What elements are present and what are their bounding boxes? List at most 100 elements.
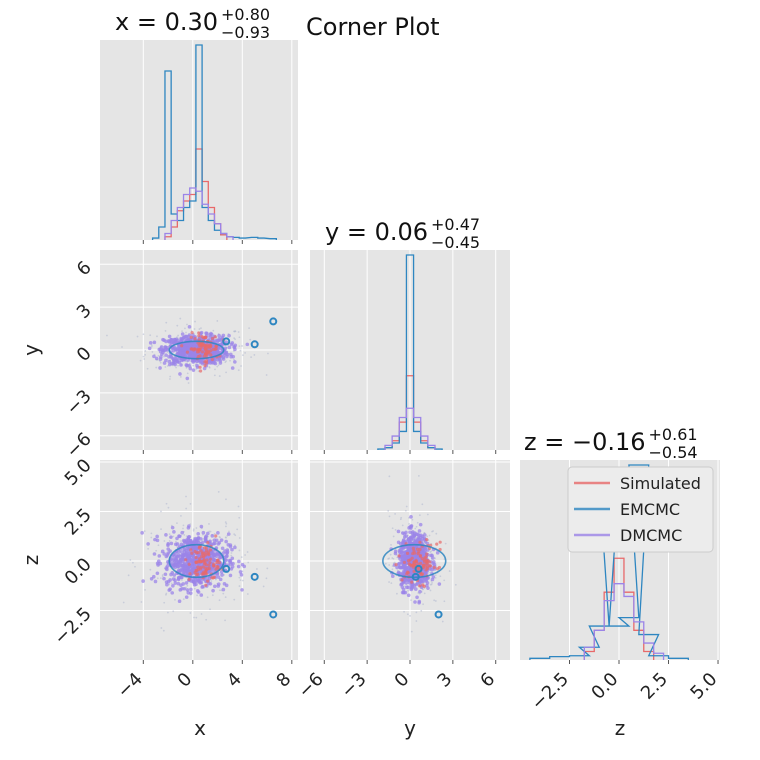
scatter-point-dmcmc [166, 579, 171, 584]
scatter-point-dmcmc [417, 600, 421, 605]
scatter-point-simulated [204, 583, 208, 587]
scatter-point [237, 331, 240, 333]
scatter-point-dmcmc [228, 558, 233, 563]
scatter-point-simulated [196, 565, 200, 569]
scatter-point-dmcmc [167, 334, 172, 339]
scatter-point-dmcmc [233, 360, 237, 364]
scatter-point-dmcmc [164, 358, 168, 363]
scatter-point-dmcmc [399, 582, 403, 587]
scatter-point-simulated [207, 563, 211, 567]
scatter-point-dmcmc [215, 338, 219, 343]
tick-label-z: 0.0 [587, 669, 622, 704]
scatter-point-dmcmc [418, 522, 423, 527]
scatter-point-dmcmc [183, 569, 188, 573]
scatter-point-simulated [210, 357, 214, 362]
scatter-point [194, 320, 196, 323]
scatter-point [196, 594, 198, 597]
scatter-point [146, 367, 149, 370]
scatter-point [265, 577, 268, 580]
scatter-point [192, 364, 195, 367]
scatter-point-simulated [190, 347, 194, 351]
scatter-point-dmcmc [409, 515, 413, 519]
scatter-point-dmcmc [390, 574, 395, 578]
scatter-point-dmcmc [158, 357, 163, 361]
scatter-point [210, 580, 213, 582]
scatter-point-dmcmc [202, 366, 207, 371]
scatter-point [198, 328, 201, 330]
scatter-point-simulated [197, 559, 201, 563]
scatter-point-dmcmc [211, 541, 216, 546]
scatter-point-simulated [438, 540, 442, 544]
scatter-point-simulated [211, 347, 215, 352]
scatter-point-dmcmc [406, 536, 411, 541]
tick-label-z: 5.0 [61, 455, 96, 490]
scatter-point [387, 509, 390, 512]
scatter-point-dmcmc [163, 345, 168, 349]
scatter-point-simulated [206, 541, 210, 545]
scatter-point-dmcmc [220, 573, 224, 577]
tick-label-z: 2.5 [637, 669, 672, 704]
scatter-point [166, 351, 169, 354]
scatter-point [423, 592, 426, 595]
scatter-point-dmcmc [176, 553, 181, 557]
scatter-point-simulated [199, 565, 203, 570]
legend-label-dmcmc: DMCMC [620, 526, 682, 545]
scatter-point-dmcmc [164, 554, 169, 559]
scatter-point-dmcmc [174, 558, 178, 563]
scatter-point-dmcmc [171, 583, 175, 588]
scatter-point [167, 506, 170, 509]
scatter-point [159, 361, 162, 364]
scatter-point [237, 369, 240, 372]
scatter-point-dmcmc [207, 569, 211, 573]
scatter-point [406, 613, 409, 616]
scatter-point-dmcmc [220, 546, 225, 551]
scatter-point [217, 490, 220, 493]
scatter-point-simulated [208, 557, 213, 561]
scatter-point [429, 551, 432, 554]
scatter-point-dmcmc [187, 534, 192, 539]
scatter-point-dmcmc [190, 567, 195, 572]
scatter-point [164, 366, 167, 368]
scatter-point [403, 610, 405, 613]
scatter-point-simulated [203, 347, 208, 351]
scatter-point [129, 559, 132, 561]
scatter-point-dmcmc [186, 526, 191, 530]
scatter-point-dmcmc [215, 349, 220, 354]
scatter-point-dmcmc [396, 529, 401, 534]
scatter-point-dmcmc [430, 577, 435, 582]
scatter-point-dmcmc [188, 557, 192, 561]
summary-title-y: y = 0.06 +0.47−0.45 [325, 215, 480, 252]
scatter-point-dmcmc [215, 358, 220, 362]
scatter-point-dmcmc [205, 576, 210, 581]
scatter-point-dmcmc [229, 354, 233, 359]
scatter-point-simulated [208, 560, 212, 565]
scatter-point-dmcmc [238, 570, 243, 574]
scatter-point-dmcmc [211, 588, 215, 593]
scatter-point-dmcmc [188, 540, 193, 545]
scatter-point-dmcmc [217, 333, 221, 338]
scatter-point [174, 598, 176, 601]
scatter-point-simulated [212, 562, 216, 566]
contour-emcmc [168, 340, 225, 360]
scatter-point-simulated [200, 350, 205, 354]
scatter-point [404, 509, 407, 512]
scatter-point [187, 382, 190, 384]
scatter-point [262, 585, 265, 588]
contour-emcmc [168, 543, 225, 579]
scatter-point-dmcmc [401, 587, 406, 592]
scatter-point [391, 557, 394, 559]
figure-title: Corner Plot [306, 13, 440, 41]
scatter-point-simulated [190, 551, 194, 555]
scatter-point-simulated [200, 552, 204, 556]
scatter-point-dmcmc [214, 538, 219, 543]
scatter-point-dmcmc [408, 525, 413, 529]
scatter-point [429, 583, 432, 586]
scatter-point-simulated [199, 549, 203, 553]
scatter-point [428, 534, 431, 537]
scatter-point [165, 321, 168, 324]
scatter-point-simulated [204, 361, 209, 365]
scatter-point [431, 582, 433, 584]
scatter-point-dmcmc [236, 564, 241, 569]
scatter-point-simulated [211, 336, 215, 341]
scatter-point-dmcmc [233, 545, 237, 550]
